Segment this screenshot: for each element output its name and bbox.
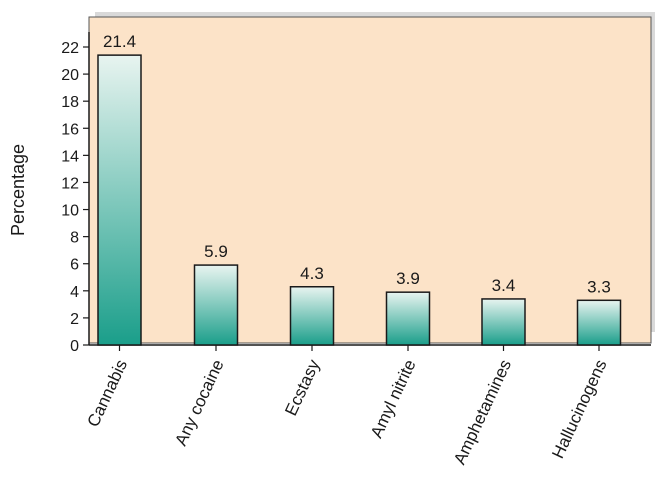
y-tick-label: 12 xyxy=(61,175,79,192)
data-label: 4.3 xyxy=(300,264,324,283)
x-category-label: Amyl nitrite xyxy=(367,357,420,441)
bar-cannabis xyxy=(97,54,142,346)
y-tick-label: 6 xyxy=(70,257,79,274)
y-tick-label: 0 xyxy=(70,338,79,355)
x-category-label: Ecstasy xyxy=(281,356,324,418)
data-label: 5.9 xyxy=(204,242,228,261)
bar-ecstasy xyxy=(289,286,335,346)
x-category-label: Cannabis xyxy=(84,357,132,430)
y-tick-label: 2 xyxy=(70,311,79,328)
bar-any-cocaine xyxy=(193,264,239,346)
y-tick-label: 10 xyxy=(61,203,79,220)
y-tick-label: 20 xyxy=(61,67,79,84)
x-category-label: Hallucinogens xyxy=(548,357,610,462)
y-tick-label: 4 xyxy=(70,284,79,301)
x-category-label: Amphetamines xyxy=(450,357,515,468)
data-label: 3.3 xyxy=(587,277,611,296)
plot-area-background xyxy=(88,16,652,344)
y-axis-title: Percentage xyxy=(8,144,28,236)
y-tick-label: 18 xyxy=(61,94,79,111)
bar-hallucinogens xyxy=(576,299,622,346)
x-category-label: Any cocaine xyxy=(171,357,227,449)
y-tick-label: 22 xyxy=(61,40,79,57)
bar-amyl-nitrite xyxy=(385,291,431,346)
y-tick-label: 16 xyxy=(61,121,79,138)
data-label: 3.9 xyxy=(396,269,420,288)
bar-amphetamines xyxy=(481,298,526,346)
data-label: 21.4 xyxy=(103,32,136,51)
y-tick-label: 14 xyxy=(61,148,79,165)
data-label: 3.4 xyxy=(492,276,516,295)
y-tick-label: 8 xyxy=(70,230,79,247)
